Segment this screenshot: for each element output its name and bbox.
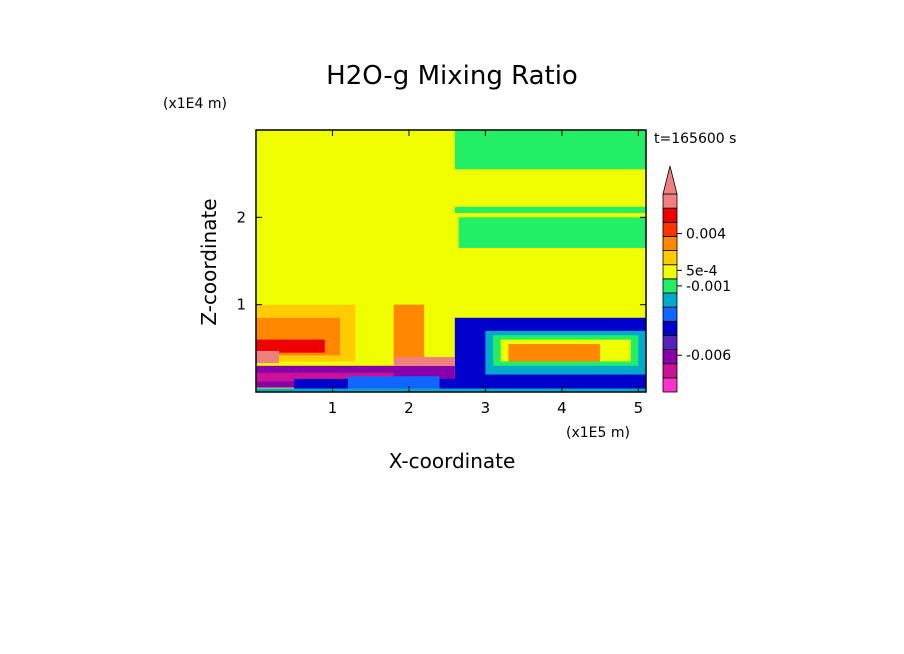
contour-region-7 bbox=[256, 339, 325, 353]
colorbar-level-10 bbox=[662, 236, 678, 251]
y-axis-label: Z-coordinate bbox=[197, 198, 221, 325]
contour-region-20 bbox=[393, 357, 455, 366]
colorbar-level-5 bbox=[662, 306, 678, 322]
colorbar-tick-label-0: -0.006 bbox=[686, 348, 731, 364]
colorbar-level-6 bbox=[662, 292, 678, 308]
colorbar-level-9 bbox=[662, 250, 678, 266]
contour-region-4 bbox=[466, 178, 624, 200]
y-axis-ticks: 12 bbox=[236, 208, 646, 314]
contour-region-17 bbox=[347, 376, 440, 390]
x-axis-ticks: 1 2 3 4 5 bbox=[328, 130, 643, 417]
x-tick-label-4: 4 bbox=[557, 399, 567, 417]
colorbar-level-12 bbox=[662, 207, 678, 223]
time-label: t=165600 s bbox=[654, 131, 736, 147]
colorbar bbox=[662, 165, 678, 393]
x-axis-label: X-coordinate bbox=[389, 449, 516, 473]
x-tick-label-2: 2 bbox=[404, 399, 414, 417]
y-tick-label-1: 1 bbox=[236, 296, 246, 314]
contour-region-2 bbox=[458, 217, 646, 248]
colorbar-level-2 bbox=[662, 349, 678, 365]
contour-region-8 bbox=[256, 350, 279, 364]
colorbar-extend-arrow bbox=[662, 165, 678, 195]
colorbar-level-8 bbox=[662, 264, 678, 280]
x-tick-label-3: 3 bbox=[481, 399, 491, 417]
contour-region-3 bbox=[454, 206, 646, 213]
colorbar-tick-label-3: 0.004 bbox=[686, 227, 726, 243]
contour-regions bbox=[256, 130, 646, 392]
colorbar-level-13 bbox=[662, 193, 678, 209]
colorbar-level-11 bbox=[662, 221, 678, 237]
contour-region-18 bbox=[256, 388, 646, 392]
contour-region-13 bbox=[508, 343, 601, 362]
plot-frame bbox=[255, 129, 647, 393]
colorbar-level-1 bbox=[662, 363, 678, 379]
colorbar-level-0 bbox=[662, 377, 678, 393]
contour-region-1 bbox=[454, 130, 646, 170]
colorbar-tick-label-2: 5e-4 bbox=[686, 263, 718, 279]
y-multiplier-label: (x1E4 m) bbox=[163, 96, 227, 112]
x-multiplier-label: (x1E5 m) bbox=[566, 425, 630, 441]
colorbar-tick-label-1: -0.001 bbox=[686, 279, 731, 295]
chart-title: H2O-g Mixing Ratio bbox=[326, 61, 578, 91]
contour-region-19 bbox=[393, 304, 425, 362]
x-tick-label-5: 5 bbox=[634, 399, 644, 417]
contour-region-15 bbox=[256, 372, 394, 382]
y-tick-label-2: 2 bbox=[236, 208, 246, 226]
x-tick-label-1: 1 bbox=[328, 399, 338, 417]
colorbar-level-7 bbox=[662, 278, 678, 294]
colorbar-level-3 bbox=[662, 335, 678, 350]
colorbar-level-4 bbox=[662, 320, 678, 336]
